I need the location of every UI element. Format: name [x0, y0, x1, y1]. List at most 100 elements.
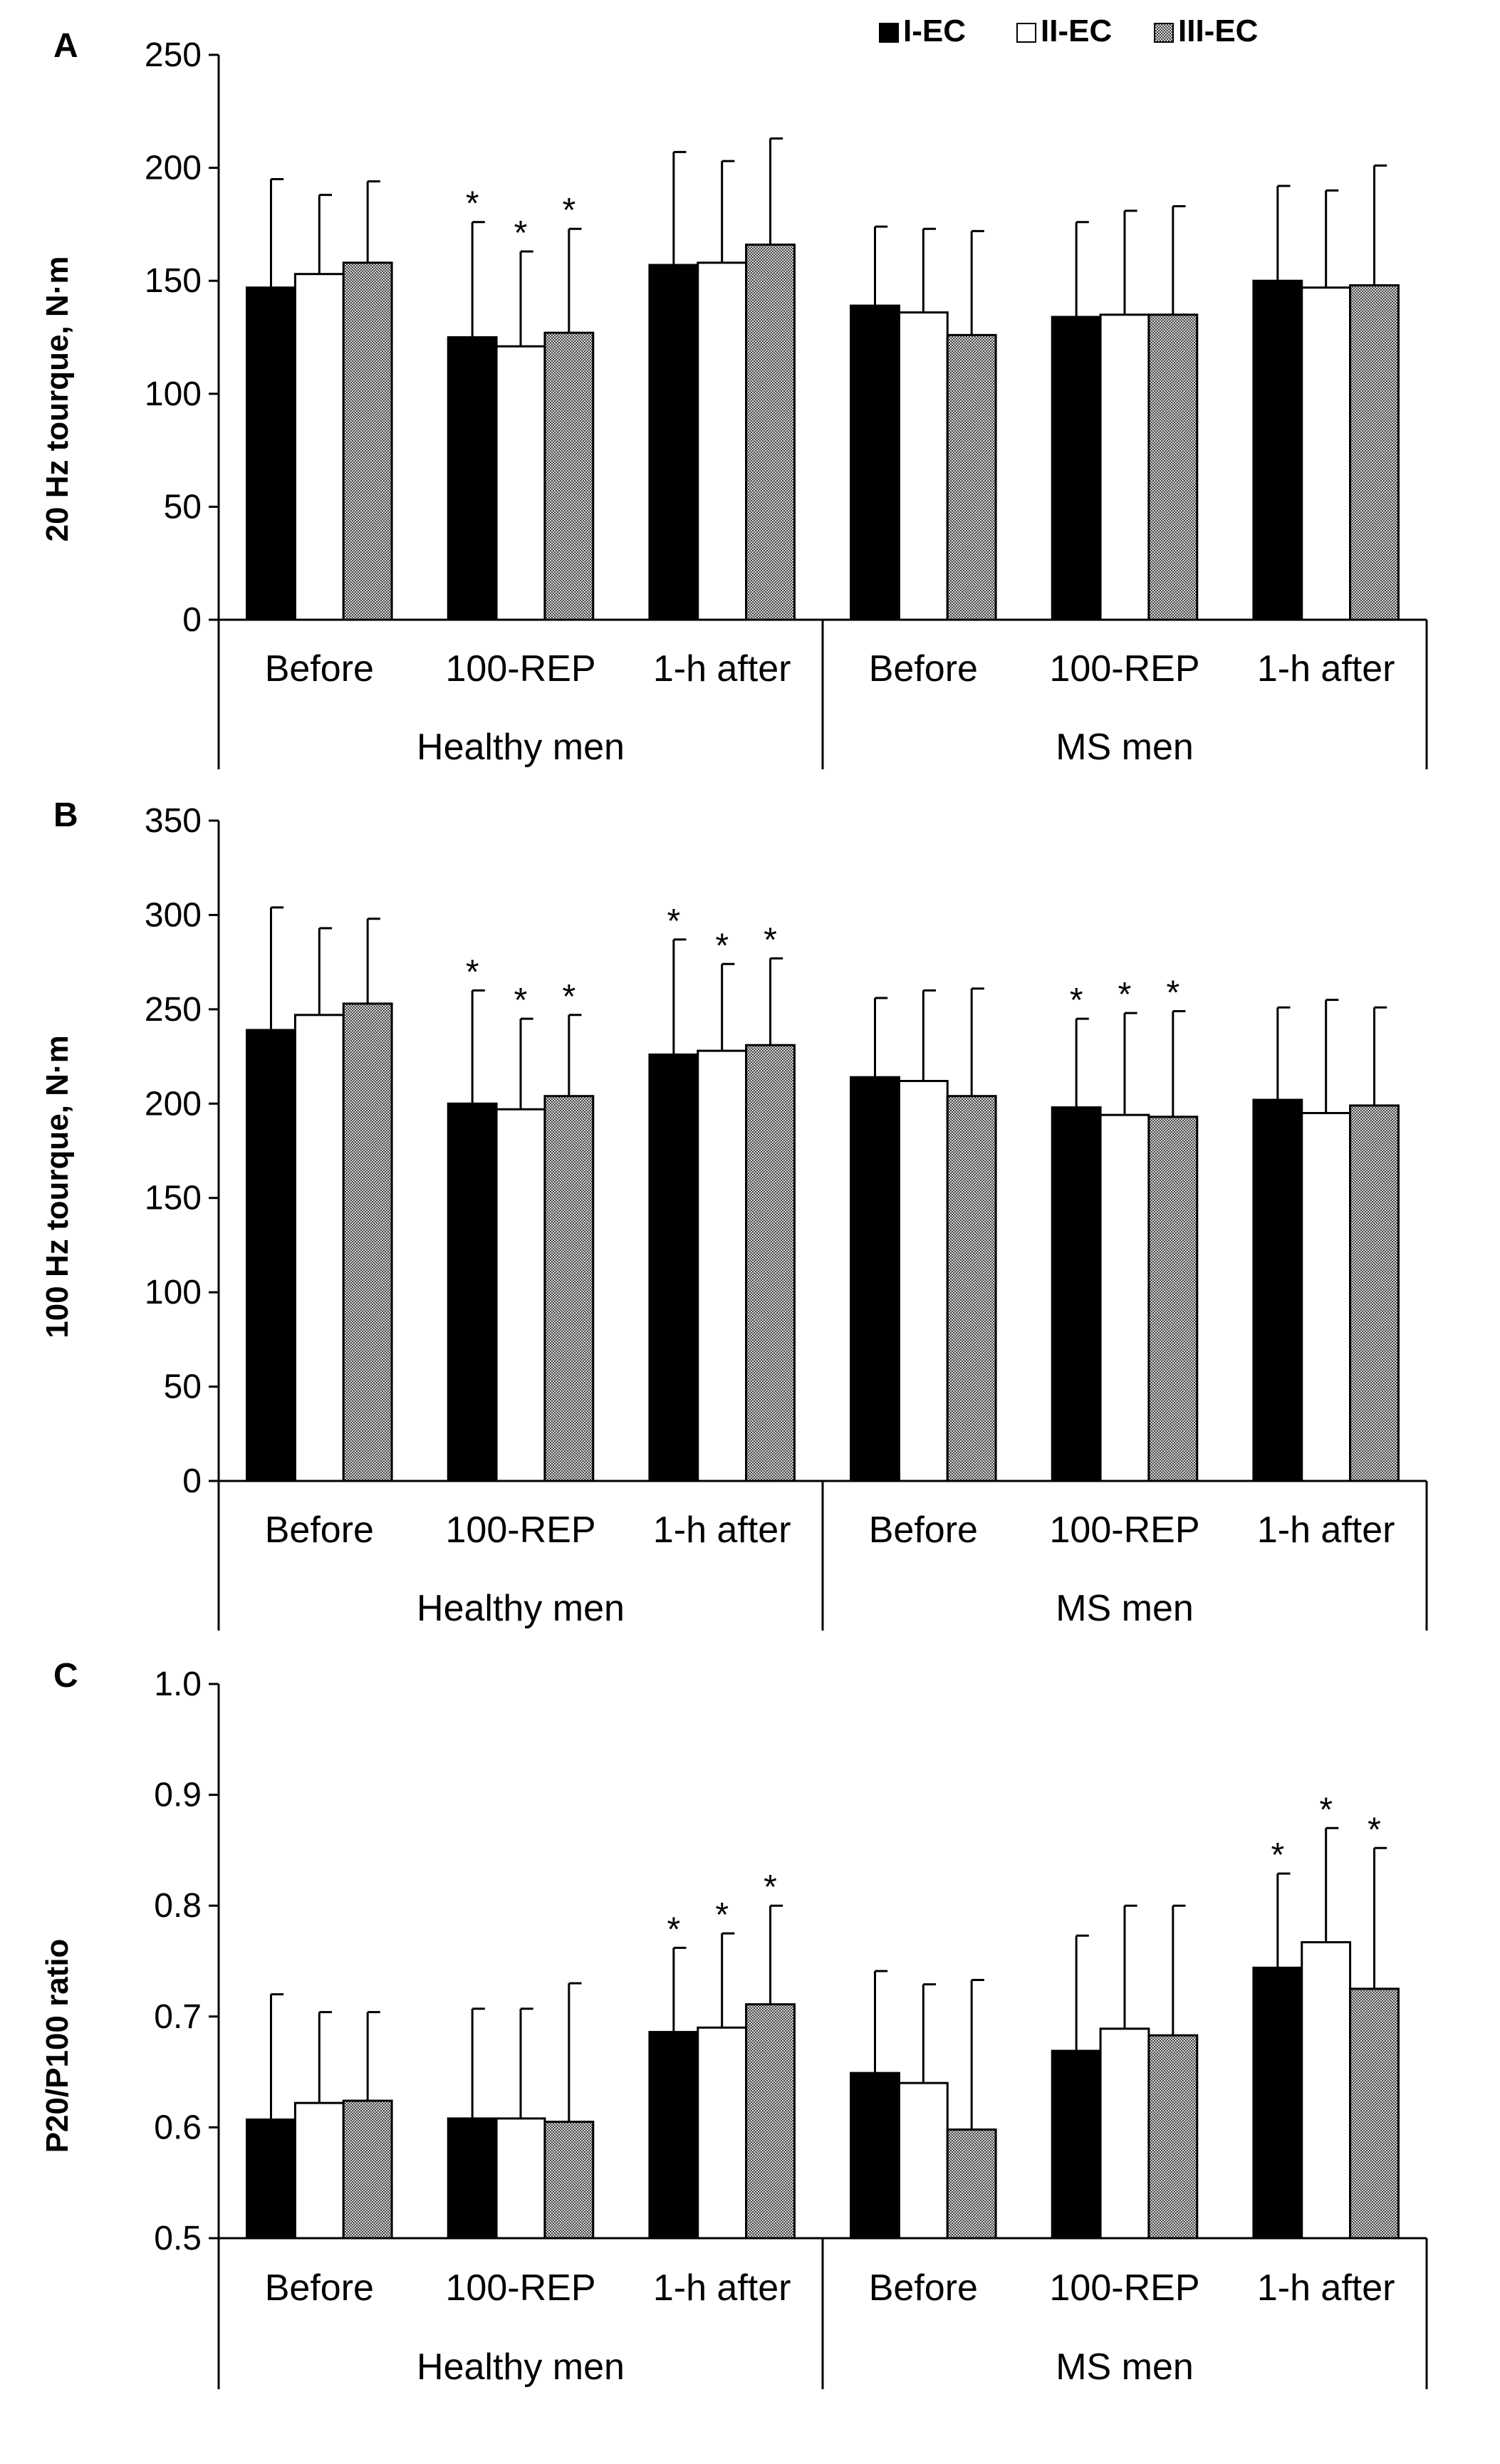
legend-item-ii-ec: II-EC — [1016, 14, 1112, 48]
bar-ii-ec — [495, 2117, 546, 2240]
bar-i-ec — [246, 1029, 296, 1482]
bar-iii-ec — [543, 1095, 595, 1482]
bar-ii-ec — [1099, 313, 1150, 621]
significance-marker: * — [1319, 1791, 1333, 1829]
bar-i-ec — [850, 1076, 900, 1482]
panel-label: C — [53, 1657, 78, 1695]
bar-ii-ec — [1301, 1941, 1352, 2240]
bar-i-ec — [447, 2117, 498, 2240]
legend-swatch-black — [879, 23, 899, 43]
panel-a: A 20 Hz tourque, N·m 0 50 100 150 200 250 * * * B… — [40, 27, 1428, 769]
category-label: Before — [265, 1509, 374, 1551]
category-label: 100-REP — [446, 1509, 596, 1551]
legend-swatch-white — [1016, 23, 1036, 43]
y-tick-label: 150 — [145, 1180, 202, 1217]
significance-marker: * — [764, 1868, 777, 1906]
y-tick-label: 0.5 — [154, 2220, 202, 2257]
bar-i-ec — [1252, 1966, 1303, 2240]
category-label: 100-REP — [1050, 2267, 1200, 2309]
panel-c: C P20/P100 ratio 0.5 0.6 0.7 0.8 0.9 1.0 * * * * *… — [40, 1657, 1428, 2389]
bar-ii-ec — [1099, 1113, 1150, 1482]
bar-ii-ec — [293, 273, 345, 621]
legend-label: I-EC — [903, 14, 966, 48]
bar-iii-ec — [745, 243, 796, 621]
bar-iii-ec — [745, 1044, 796, 1482]
legend-swatch-gray — [1154, 23, 1174, 43]
category-label: 100-REP — [1050, 1509, 1200, 1551]
category-label: Before — [869, 2267, 978, 2309]
significance-marker: * — [764, 921, 777, 959]
y-axis-label: P20/P100 ratio — [40, 1939, 75, 2153]
bar-iii-ec — [543, 331, 595, 621]
bar-iii-ec — [946, 1095, 997, 1482]
bar-ii-ec — [697, 2026, 748, 2240]
y-tick-label: 50 — [164, 1368, 202, 1406]
significance-marker: * — [715, 927, 729, 965]
category-label: Before — [265, 648, 374, 690]
category-label: 100-REP — [446, 648, 596, 690]
bar-iii-ec — [1147, 2034, 1199, 2240]
y-tick-label: 250 — [145, 991, 202, 1029]
bar-i-ec — [1252, 1098, 1303, 1482]
y-tick-label: 150 — [145, 262, 202, 300]
bar-ii-ec — [1301, 286, 1352, 621]
group-label: Healthy men — [417, 2346, 625, 2388]
panel-b: B 100 Hz tourque, N·m 0 50 100 150 200 250 300… — [40, 796, 1428, 1631]
category-label: 1-h after — [1257, 2267, 1395, 2309]
y-tick-label: 0 — [182, 601, 202, 639]
significance-marker: * — [514, 982, 528, 1019]
category-label: Before — [265, 2267, 374, 2309]
y-tick-label: 0.6 — [154, 2109, 202, 2146]
group-label: Healthy men — [417, 727, 625, 768]
significance-marker: * — [715, 1896, 729, 1934]
y-tick-label: 100 — [145, 375, 202, 413]
panel-label: B — [53, 796, 78, 834]
category-label: 100-REP — [446, 2267, 596, 2309]
bar-iii-ec — [946, 2128, 997, 2240]
bar-ii-ec — [1099, 2027, 1150, 2240]
bar-i-ec — [246, 286, 296, 621]
bar-ii-ec — [697, 1049, 748, 1482]
legend-item-iii-ec: III-EC — [1154, 14, 1258, 48]
bar-i-ec — [850, 304, 900, 621]
bar-iii-ec — [342, 261, 393, 621]
group-label: MS men — [1056, 1588, 1194, 1629]
group-label: MS men — [1056, 727, 1194, 768]
bar-i-ec — [1051, 1106, 1102, 1482]
significance-marker: * — [514, 214, 528, 252]
category-label: 1-h after — [1257, 1509, 1395, 1551]
group-label: MS men — [1056, 2346, 1194, 2388]
significance-marker: * — [667, 903, 680, 940]
bar-i-ec — [447, 1102, 498, 1482]
bar-i-ec — [648, 264, 699, 621]
bar-i-ec — [648, 2031, 699, 2240]
bar-iii-ec — [342, 1002, 393, 1482]
bar-ii-ec — [495, 345, 546, 621]
bar-ii-ec — [897, 2081, 949, 2240]
y-tick-label: 1.0 — [154, 1665, 202, 1703]
category-label: 1-h after — [1257, 648, 1395, 690]
bar-iii-ec — [1349, 284, 1400, 621]
bar-iii-ec — [1147, 313, 1199, 621]
significance-marker: * — [1368, 1811, 1381, 1849]
bar-ii-ec — [897, 1080, 949, 1482]
y-tick-label: 50 — [164, 488, 202, 526]
legend-label: III-EC — [1178, 14, 1258, 48]
bar-ii-ec — [495, 1108, 546, 1482]
category-label: Before — [869, 648, 978, 690]
bar-i-ec — [850, 2071, 900, 2240]
significance-marker: * — [466, 185, 479, 223]
bar-i-ec — [1051, 316, 1102, 621]
y-axis-label: 20 Hz tourque, N·m — [40, 256, 75, 542]
bar-iii-ec — [745, 2003, 796, 2240]
group-label: Healthy men — [417, 1588, 625, 1629]
bar-ii-ec — [1301, 1112, 1352, 1482]
significance-marker: * — [1070, 982, 1083, 1019]
significance-marker: * — [1118, 976, 1132, 1014]
bar-i-ec — [648, 1053, 699, 1482]
y-tick-label: 100 — [145, 1274, 202, 1311]
category-label: 1-h after — [653, 2267, 791, 2309]
category-label: 1-h after — [653, 648, 791, 690]
bar-iii-ec — [1349, 1104, 1400, 1482]
